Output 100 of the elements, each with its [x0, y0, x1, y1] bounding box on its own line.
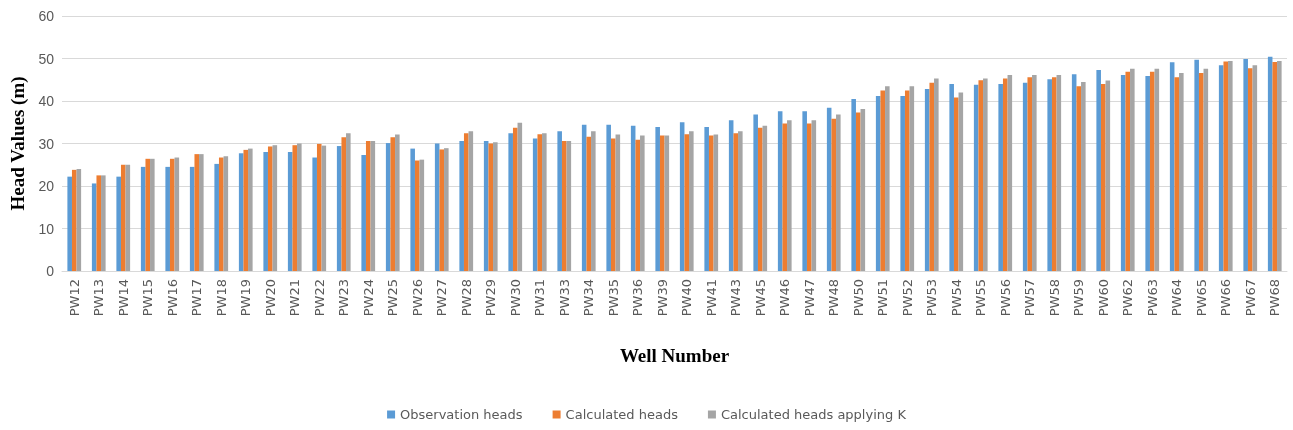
bar	[214, 163, 219, 271]
bar	[983, 78, 988, 271]
x-tick-label: PW20	[262, 279, 278, 317]
bar	[1228, 61, 1233, 271]
bar	[1096, 69, 1101, 271]
bar	[689, 131, 694, 271]
bar	[120, 164, 126, 271]
bar	[635, 139, 641, 271]
bar	[1272, 61, 1278, 271]
bar	[145, 158, 151, 271]
bar	[708, 135, 714, 271]
x-tick-label: PW29	[483, 279, 499, 317]
x-tick-label: PW13	[91, 279, 107, 317]
bar	[1243, 58, 1248, 271]
x-tick-label: PW54	[948, 279, 964, 317]
bar	[591, 131, 596, 271]
legend-label: Calculated heads applying K	[720, 407, 907, 422]
x-tick-label: PW25	[385, 279, 401, 317]
legend-label: Calculated heads	[565, 407, 679, 422]
bar	[361, 154, 366, 271]
bar	[116, 176, 121, 271]
bar	[1125, 71, 1131, 271]
bar	[1247, 68, 1253, 271]
bar	[165, 166, 170, 271]
x-tick-label: PW59	[1071, 279, 1087, 317]
bar	[488, 143, 494, 271]
x-tick-label: PW14	[115, 279, 131, 317]
bar	[753, 114, 758, 271]
x-tick-label: PW22	[311, 279, 327, 317]
x-tick-label: PW26	[409, 279, 425, 317]
bar	[1032, 75, 1037, 271]
bar	[953, 97, 959, 271]
x-tick-label: PW55	[973, 279, 989, 317]
bar	[1223, 61, 1229, 271]
x-tick-label: PW58	[1046, 279, 1062, 317]
x-tick-label: PW63	[1144, 279, 1160, 317]
bar	[949, 84, 954, 271]
x-tick-label: PW18	[213, 279, 229, 317]
x-tick-label: PW35	[605, 279, 621, 317]
bar	[508, 133, 513, 271]
bar	[248, 148, 253, 271]
bar	[390, 137, 396, 271]
x-tick-label: PW15	[140, 279, 156, 317]
bar	[787, 120, 792, 271]
bar	[346, 133, 351, 271]
x-tick-label: PW30	[507, 279, 523, 317]
y-tick-label: 30	[38, 135, 55, 152]
x-tick-label: PW40	[679, 279, 695, 317]
x-tick-label: PW66	[1218, 279, 1234, 317]
bar	[71, 169, 77, 271]
y-tick-label: 0	[46, 263, 55, 279]
y-tick-label: 40	[38, 93, 55, 109]
bar	[586, 136, 592, 271]
x-tick-label: PW33	[556, 279, 572, 317]
y-tick-label: 50	[38, 50, 55, 67]
bar	[1130, 68, 1135, 271]
bar	[1149, 71, 1155, 271]
y-tick-label: 20	[38, 178, 55, 194]
x-tick-label: PW50	[850, 279, 866, 317]
bar	[463, 133, 469, 271]
bar	[292, 145, 298, 271]
bar	[316, 143, 322, 271]
y-tick-label: 10	[38, 220, 55, 237]
bar	[101, 175, 106, 271]
x-tick-label: PW56	[997, 279, 1013, 317]
bar	[1194, 59, 1199, 271]
bar	[640, 135, 645, 271]
bar	[96, 175, 102, 271]
x-axis-title: Well Number	[619, 345, 730, 366]
y-axis-title: Head Values (m)	[7, 76, 29, 211]
x-tick-label: PW31	[532, 279, 548, 317]
x-tick-label: PW21	[287, 279, 303, 317]
bar	[782, 123, 788, 271]
x-tick-label: PW24	[360, 279, 376, 317]
x-tick-label: PW68	[1267, 279, 1283, 317]
bar	[493, 142, 498, 271]
x-tick-label: PW64	[1169, 279, 1185, 317]
legend-label: Observation heads	[400, 407, 523, 422]
x-tick-label: PW65	[1193, 279, 1209, 317]
bar	[885, 86, 890, 271]
x-tick-label: PW53	[924, 279, 940, 317]
bar	[218, 157, 224, 271]
x-tick-label: PW46	[777, 279, 793, 317]
x-tick-label: PW23	[336, 279, 352, 317]
bar	[169, 158, 175, 271]
bar	[802, 111, 807, 271]
x-tick-label: PW47	[801, 279, 817, 317]
bar	[757, 127, 763, 271]
x-tick-label: PW12	[66, 279, 82, 317]
bar	[1145, 75, 1150, 271]
bar	[1076, 86, 1082, 271]
bar	[1174, 77, 1180, 271]
bar	[537, 134, 543, 271]
bar	[194, 154, 200, 271]
x-tick-label: PW39	[654, 279, 670, 317]
bar	[365, 140, 371, 271]
bar	[199, 154, 204, 271]
bar	[1100, 84, 1106, 271]
bar	[1179, 72, 1184, 271]
bar	[1277, 61, 1282, 271]
